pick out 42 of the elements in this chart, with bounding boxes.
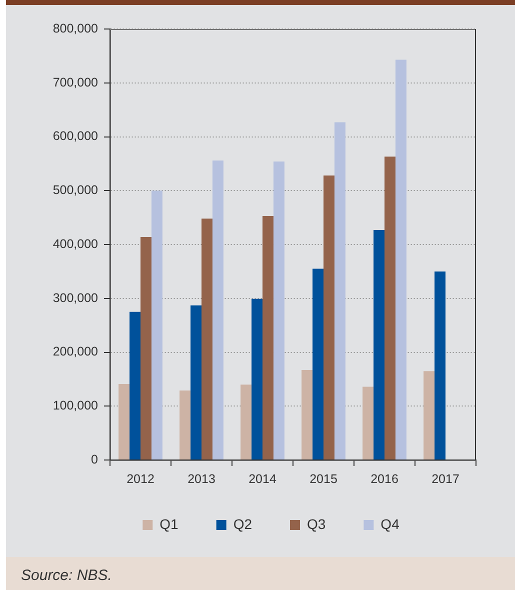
bar [384, 156, 396, 460]
y-tick-label: 800,000 [52, 21, 98, 36]
bar [212, 160, 224, 460]
x-tick-label: 2014 [248, 472, 276, 486]
bar [151, 190, 162, 460]
x-tick-label: 2016 [370, 472, 398, 486]
y-tick-label: 600,000 [52, 129, 98, 144]
bar [334, 122, 346, 460]
source-note: Source: NBS. [21, 567, 112, 585]
y-tick-label: 100,000 [52, 398, 98, 413]
x-tick-label: 2017 [432, 472, 460, 486]
x-tick-label: 2015 [310, 472, 338, 486]
y-tick-label: 200,000 [52, 344, 98, 359]
bar [273, 162, 284, 460]
bar [180, 390, 191, 460]
bar [262, 216, 274, 460]
legend-label: Q2 [233, 516, 252, 532]
bar [424, 371, 435, 460]
y-tick-label: 700,000 [52, 75, 98, 90]
bar [240, 384, 252, 460]
legend-label: Q4 [380, 516, 400, 532]
x-tick-label: 2012 [126, 472, 154, 486]
bar [140, 236, 152, 460]
bar [324, 176, 334, 460]
bar [202, 218, 212, 460]
bar [190, 305, 202, 460]
bar [395, 60, 406, 460]
legend-label: Q3 [307, 516, 326, 532]
bar [434, 271, 446, 460]
bar [312, 268, 324, 460]
y-tick-label: 0 [91, 452, 98, 466]
bar [130, 312, 140, 460]
bar [118, 384, 130, 460]
bar [362, 386, 374, 460]
y-tick-label: 500,000 [52, 183, 98, 198]
bar [302, 370, 313, 460]
bar [374, 230, 384, 460]
y-tick-label: 400,000 [52, 236, 98, 251]
y-tick-label: 300,000 [52, 290, 98, 305]
x-tick-label: 2013 [188, 472, 216, 486]
bar [252, 298, 262, 460]
legend-label: Q1 [160, 516, 179, 532]
